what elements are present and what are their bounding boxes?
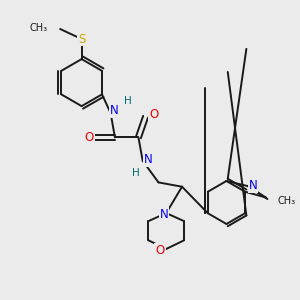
Text: N: N (110, 104, 119, 117)
Text: O: O (149, 108, 158, 121)
Text: CH₃: CH₃ (30, 22, 48, 32)
Text: O: O (155, 244, 165, 257)
Text: N: N (160, 208, 168, 221)
Text: H: H (124, 96, 132, 106)
Text: S: S (78, 32, 85, 46)
Text: O: O (85, 131, 94, 144)
Text: N: N (143, 153, 152, 166)
Text: CH₃: CH₃ (278, 196, 296, 206)
Text: H: H (132, 168, 140, 178)
Text: N: N (249, 179, 257, 192)
